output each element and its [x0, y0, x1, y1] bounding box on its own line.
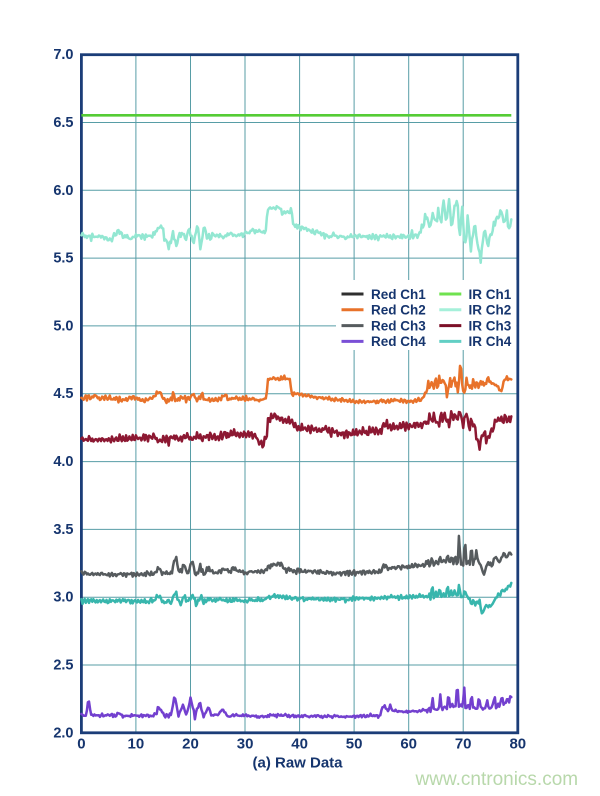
svg-text:IR Ch4: IR Ch4 [469, 334, 512, 349]
svg-text:20: 20 [182, 736, 199, 753]
svg-text:2.0: 2.0 [53, 725, 73, 741]
svg-text:0: 0 [77, 736, 85, 753]
svg-text:Red Ch4: Red Ch4 [371, 334, 426, 349]
svg-text:3.0: 3.0 [53, 590, 73, 606]
svg-text:80: 80 [509, 736, 526, 753]
svg-text:Red Ch1: Red Ch1 [371, 287, 426, 302]
svg-text:10: 10 [128, 736, 145, 753]
svg-text:5.5: 5.5 [53, 251, 73, 267]
svg-text:6.0: 6.0 [53, 183, 73, 199]
svg-text:5.0: 5.0 [53, 318, 73, 334]
svg-text:www.cntronics.com: www.cntronics.com [415, 769, 579, 790]
svg-text:40: 40 [291, 736, 308, 753]
svg-text:4.5: 4.5 [53, 386, 73, 402]
svg-text:7.0: 7.0 [53, 47, 73, 63]
svg-text:Red Ch3: Red Ch3 [371, 318, 426, 333]
svg-text:(a) Raw Data: (a) Raw Data [252, 755, 343, 772]
svg-text:IR Ch3: IR Ch3 [469, 318, 512, 333]
svg-text:60: 60 [400, 736, 417, 753]
svg-text:3.5: 3.5 [53, 522, 73, 538]
svg-text:30: 30 [237, 736, 254, 753]
svg-text:70: 70 [455, 736, 472, 753]
svg-text:IR Ch1: IR Ch1 [469, 287, 512, 302]
svg-text:IR Ch2: IR Ch2 [469, 303, 512, 318]
svg-text:Red Ch2: Red Ch2 [371, 303, 426, 318]
svg-text:50: 50 [346, 736, 363, 753]
svg-text:4.0: 4.0 [53, 454, 73, 470]
svg-text:6.5: 6.5 [53, 115, 73, 131]
svg-text:2.5: 2.5 [53, 658, 73, 674]
